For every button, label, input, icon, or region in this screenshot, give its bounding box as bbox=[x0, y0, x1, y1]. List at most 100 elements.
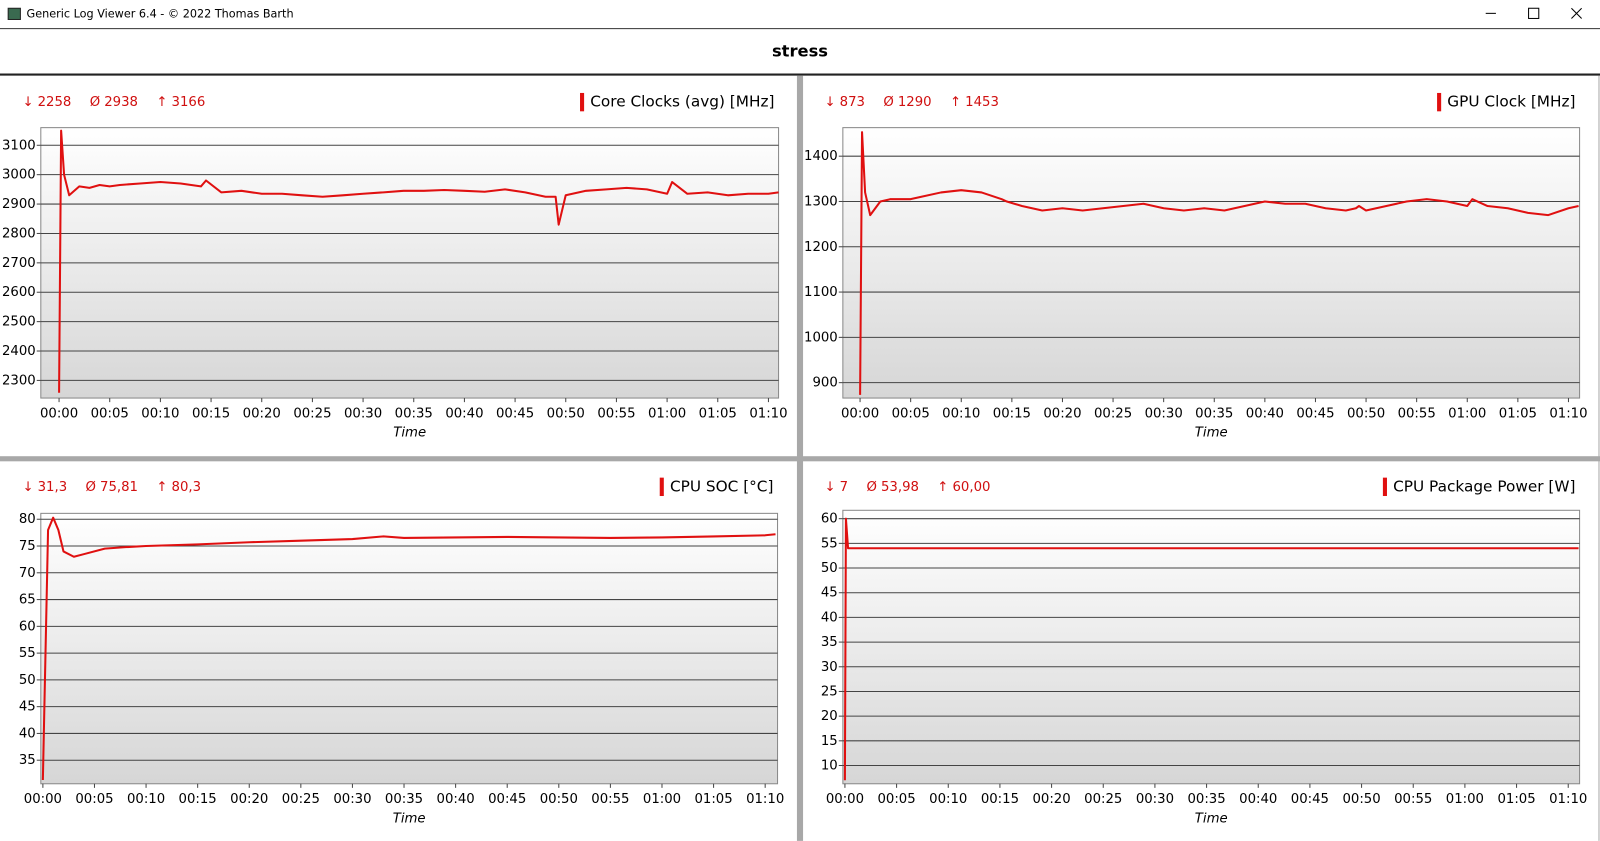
x-tick-label: 00:50 bbox=[1347, 406, 1385, 421]
window-title: Generic Log Viewer 6.4 - © 2022 Thomas B… bbox=[27, 7, 294, 20]
y-tick-label: 1400 bbox=[804, 149, 838, 164]
y-tick-label: 80 bbox=[19, 512, 36, 527]
header-title: stress bbox=[772, 42, 828, 61]
stat-symbol: ↓ bbox=[22, 95, 33, 110]
x-tick-label: 01:05 bbox=[1499, 406, 1537, 421]
x-axis-label: Time bbox=[393, 811, 426, 826]
stat-value: 7 bbox=[840, 480, 848, 495]
y-tick-label: 25 bbox=[821, 684, 838, 699]
y-tick-label: 70 bbox=[19, 566, 36, 581]
plot-area bbox=[842, 509, 1581, 785]
x-axis-label: Time bbox=[1195, 811, 1228, 826]
data-line bbox=[58, 129, 779, 393]
x-tick-label: 01:10 bbox=[1549, 792, 1587, 807]
x-tick-label: 01:00 bbox=[1446, 792, 1484, 807]
y-tick-label: 2700 bbox=[2, 256, 36, 271]
x-tick-label: 00:20 bbox=[1043, 406, 1081, 421]
y-tick-label: 3100 bbox=[2, 138, 36, 153]
y-tick-label: 45 bbox=[19, 700, 36, 715]
y-tick-label: 65 bbox=[19, 593, 36, 608]
x-tick-label: 00:05 bbox=[892, 406, 930, 421]
x-tick-label: 00:05 bbox=[75, 792, 113, 807]
y-tick-label: 2300 bbox=[2, 373, 36, 388]
x-tick-label: 00:15 bbox=[179, 792, 217, 807]
stat-value: 2258 bbox=[38, 95, 72, 110]
y-tick-label: 1300 bbox=[804, 194, 838, 209]
x-tick-label: 00:30 bbox=[1145, 406, 1183, 421]
y-tick-label: 45 bbox=[821, 586, 838, 601]
y-tick-label: 55 bbox=[821, 536, 838, 551]
x-tick-label: 01:10 bbox=[749, 406, 787, 421]
x-tick-label: 00:55 bbox=[1398, 406, 1436, 421]
x-tick-label: 00:15 bbox=[993, 406, 1031, 421]
chart-title: CPU Package Power [W] bbox=[1393, 477, 1575, 495]
horizontal-splitter[interactable] bbox=[0, 456, 1600, 462]
x-tick-label: 00:35 bbox=[385, 792, 423, 807]
x-tick-label: 00:15 bbox=[981, 792, 1019, 807]
x-tick-label: 00:55 bbox=[591, 792, 629, 807]
x-tick-label: 00:00 bbox=[841, 406, 879, 421]
stat-value: 2938 bbox=[104, 95, 138, 110]
x-tick-label: 01:05 bbox=[699, 406, 737, 421]
x-tick-label: 01:10 bbox=[1549, 406, 1587, 421]
x-tick-label: 00:45 bbox=[488, 792, 526, 807]
x-tick-label: 01:00 bbox=[648, 406, 686, 421]
x-tick-label: 01:00 bbox=[643, 792, 681, 807]
y-tick-label: 3000 bbox=[2, 168, 36, 183]
x-tick-label: 00:45 bbox=[1291, 792, 1329, 807]
y-tick-label: 2500 bbox=[2, 315, 36, 330]
y-tick-label: 1000 bbox=[804, 330, 838, 345]
stat-value: 1453 bbox=[965, 95, 999, 110]
x-tick-label: 00:50 bbox=[547, 406, 585, 421]
y-tick-label: 20 bbox=[821, 709, 838, 724]
y-tick-label: 75 bbox=[19, 539, 36, 554]
x-tick-label: 00:30 bbox=[344, 406, 382, 421]
x-tick-label: 00:10 bbox=[942, 406, 980, 421]
x-tick-label: 00:10 bbox=[141, 406, 179, 421]
stat-symbol: ↓ bbox=[824, 480, 835, 495]
x-tick-label: 00:20 bbox=[230, 792, 268, 807]
stat-value: 3166 bbox=[172, 95, 206, 110]
close-button[interactable] bbox=[1571, 7, 1582, 19]
x-tick-label: 01:05 bbox=[1497, 792, 1535, 807]
x-tick-label: 00:05 bbox=[877, 792, 915, 807]
y-tick-label: 2400 bbox=[2, 344, 36, 359]
legend-swatch bbox=[1382, 477, 1387, 497]
stat-value: 53,98 bbox=[881, 480, 919, 495]
x-tick-label: 00:30 bbox=[333, 792, 371, 807]
x-tick-label: 01:10 bbox=[746, 792, 784, 807]
y-tick-label: 60 bbox=[821, 512, 838, 527]
x-tick-label: 00:55 bbox=[597, 406, 635, 421]
stat-symbol: ↑ bbox=[156, 480, 167, 495]
x-tick-label: 00:55 bbox=[1394, 792, 1432, 807]
stat-symbol: Ø bbox=[86, 480, 96, 495]
data-line bbox=[843, 517, 1579, 781]
y-tick-label: 10 bbox=[821, 759, 838, 774]
stat-symbol: Ø bbox=[866, 480, 876, 495]
y-tick-label: 40 bbox=[19, 726, 36, 741]
x-tick-label: 00:10 bbox=[127, 792, 165, 807]
x-tick-label: 00:45 bbox=[496, 406, 534, 421]
y-tick-label: 55 bbox=[19, 646, 36, 661]
x-tick-label: 00:35 bbox=[1195, 406, 1233, 421]
x-tick-label: 00:20 bbox=[243, 406, 281, 421]
stat-value: 80,3 bbox=[172, 480, 202, 495]
x-tick-label: 00:00 bbox=[826, 792, 864, 807]
y-tick-label: 50 bbox=[821, 561, 838, 576]
x-tick-label: 00:35 bbox=[1187, 792, 1225, 807]
x-tick-label: 00:40 bbox=[1246, 406, 1284, 421]
stat-symbol: ↑ bbox=[156, 95, 167, 110]
stat-symbol: ↓ bbox=[22, 480, 33, 495]
legend-swatch bbox=[659, 477, 664, 497]
app-icon bbox=[7, 7, 21, 20]
x-tick-label: 00:05 bbox=[91, 406, 129, 421]
x-tick-label: 00:35 bbox=[395, 406, 433, 421]
x-tick-label: 00:25 bbox=[1094, 406, 1132, 421]
stat-value: 873 bbox=[840, 95, 865, 110]
maximize-button[interactable] bbox=[1528, 7, 1540, 19]
legend-swatch bbox=[1437, 92, 1442, 112]
x-tick-label: 01:05 bbox=[694, 792, 732, 807]
x-tick-label: 00:40 bbox=[437, 792, 475, 807]
stat-symbol: Ø bbox=[883, 95, 893, 110]
